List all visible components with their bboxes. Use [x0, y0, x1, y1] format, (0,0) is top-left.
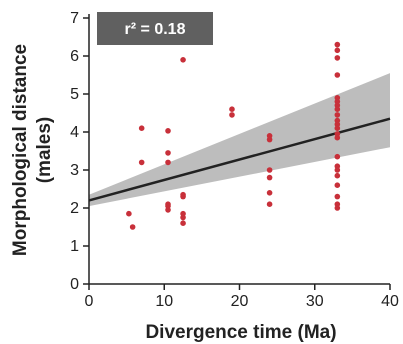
data-point	[126, 210, 132, 217]
y-tick-label: 0	[70, 276, 79, 293]
y-tick-label: 4	[70, 124, 79, 141]
data-points-layer	[126, 41, 341, 230]
regression-line	[88, 117, 391, 202]
data-point	[180, 57, 186, 63]
r2-annotation: r² = 0.18	[97, 12, 213, 45]
axes: 0 10 20 30 40 0 1 2 3 4 5 6 7	[70, 10, 399, 310]
r2-annotation-label: r² = 0.18	[125, 21, 186, 38]
data-point	[334, 106, 341, 112]
y-tick-label: 6	[70, 48, 79, 65]
regression-line-layer	[88, 117, 391, 202]
data-point	[180, 220, 186, 226]
data-point	[266, 190, 273, 196]
data-point	[334, 167, 341, 173]
data-point	[334, 172, 341, 179]
data-point	[334, 153, 341, 160]
data-point	[165, 150, 171, 156]
data-point	[165, 159, 171, 166]
y-tick-label: 1	[70, 238, 79, 255]
data-point	[334, 47, 341, 54]
data-point	[334, 55, 341, 61]
data-point	[266, 167, 273, 173]
y-tick-label: 2	[70, 200, 79, 217]
y-tick-label: 3	[70, 162, 79, 179]
confidence-band-layer	[89, 73, 390, 207]
y-tick-label: 7	[70, 10, 79, 27]
y-axis-title-line2: (males)	[34, 117, 55, 184]
data-point	[129, 224, 136, 230]
data-point	[165, 128, 171, 134]
x-tick-label: 40	[381, 293, 399, 310]
x-tick-label: 10	[155, 293, 173, 310]
data-point	[334, 72, 341, 78]
y-tick-label: 5	[70, 86, 79, 103]
y-axis-title-line1: Morphological distance	[10, 44, 31, 256]
data-point	[138, 159, 145, 166]
data-point	[229, 106, 235, 112]
x-axis-title: Divergence time (Ma)	[145, 322, 336, 343]
data-point	[229, 112, 235, 118]
data-point	[334, 112, 341, 118]
data-point	[165, 207, 171, 213]
data-point	[266, 174, 273, 181]
data-point	[334, 193, 341, 200]
data-point	[180, 214, 186, 221]
data-point	[266, 136, 273, 143]
data-point	[334, 125, 341, 131]
data-point	[138, 125, 145, 131]
data-point	[334, 205, 341, 211]
x-tick-label: 30	[306, 293, 324, 310]
data-point	[180, 193, 186, 200]
data-point	[334, 41, 341, 48]
data-point	[334, 134, 341, 141]
r2-annotation-box	[97, 12, 213, 45]
data-point	[266, 201, 273, 207]
data-point	[334, 182, 341, 188]
x-tick-label: 0	[85, 293, 94, 310]
x-tick-label: 20	[231, 293, 249, 310]
confidence-band	[89, 73, 390, 207]
